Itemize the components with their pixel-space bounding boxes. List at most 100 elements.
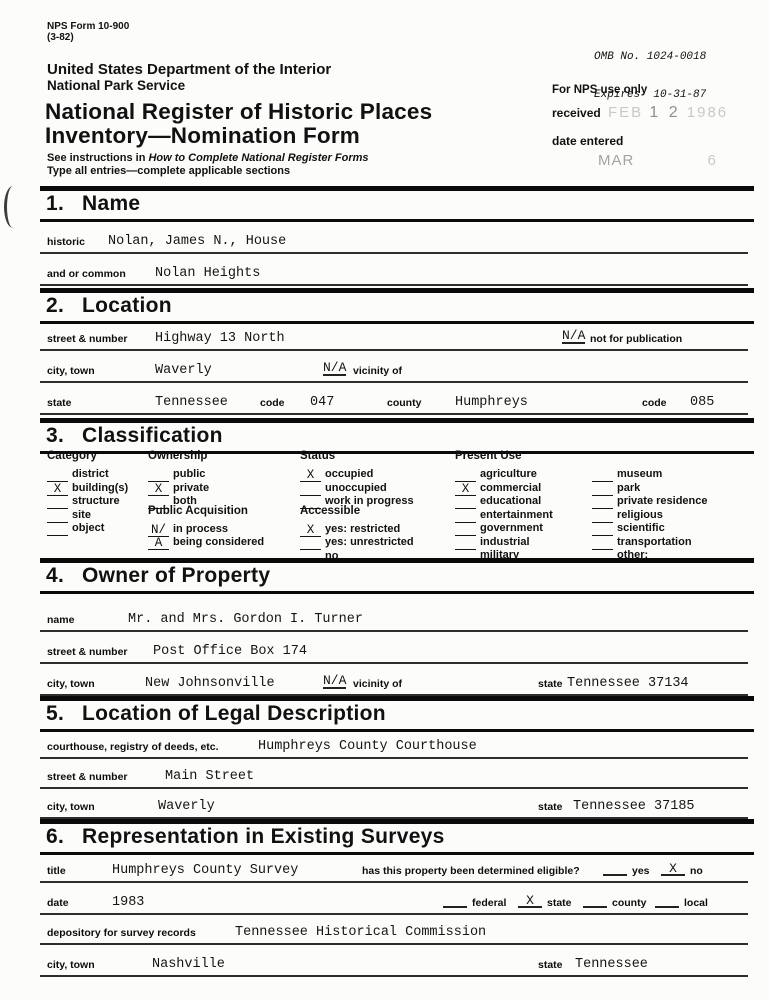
checkbox-mark: X: [306, 522, 315, 537]
checkbox-line: [455, 524, 476, 536]
checkbox-military: military: [455, 545, 553, 563]
checkbox-line: A: [148, 537, 169, 550]
form-number: NPS Form 10-900 (3-82): [47, 21, 129, 43]
na-vicinity: N/A: [323, 360, 347, 376]
section-1-title: Name: [82, 192, 141, 215]
survey-city-label: city, town: [47, 959, 95, 971]
checkbox-unoccupied: unoccupied: [300, 478, 414, 496]
eligible-question-label: has this property been determined eligib…: [362, 865, 580, 877]
checkbox-line: [47, 524, 68, 536]
received-date-stamp: FEB 1 2 1986: [608, 104, 728, 122]
survey-city-row: city, town Nashville state Tennessee: [40, 947, 748, 977]
date-entered-stamp-day: 6: [707, 152, 717, 169]
received-stamp-day: 1 2: [649, 104, 681, 121]
courthouse-value: Humphreys County Courthouse: [258, 739, 477, 754]
depository-value: Tennessee Historical Commission: [235, 925, 487, 940]
state-checkbox-label: state: [547, 897, 572, 909]
section-3-header: 3. Classification: [40, 418, 754, 454]
omb-number: OMB No. 1024-0018 Expires 10-31-87: [594, 26, 706, 126]
checkbox-line: X: [47, 482, 68, 496]
omb-line2: Expires 10-31-87: [594, 88, 707, 101]
checkbox-line: X: [455, 482, 476, 496]
department-title: United States Department of the Interior: [47, 61, 332, 78]
owner-na-vicinity: N/A: [323, 673, 347, 689]
owner-name-label: name: [47, 614, 75, 626]
county-label: county: [387, 397, 422, 409]
legal-street-value: Main Street: [165, 769, 255, 784]
checkbox-mark: N/: [150, 522, 166, 537]
no-label: no: [690, 865, 703, 877]
owner-street-row: street & number Post Office Box 174: [40, 632, 748, 664]
section-5-number: 5.: [46, 702, 65, 725]
section-2-title: Location: [82, 294, 172, 317]
checkbox-line: [455, 511, 476, 523]
county-value: Humphreys: [455, 395, 528, 410]
checkbox-line: [592, 524, 613, 536]
agency-title: National Park Service: [47, 78, 186, 93]
form-number-line1: NPS Form 10-900: [47, 21, 130, 32]
survey-title-value: Humphreys County Survey: [112, 863, 299, 878]
date-entered-label: date entered: [552, 134, 624, 148]
checkbox-line: [47, 511, 68, 523]
checkbox-line: [592, 511, 613, 523]
survey-date-value: 1983: [112, 895, 145, 910]
checkbox-entertainment: entertainment: [455, 505, 553, 523]
checkbox-agriculture: agriculture: [455, 464, 553, 482]
owner-state-value: Tennessee 37134: [567, 676, 689, 691]
section-4-number: 4.: [46, 564, 65, 587]
checkbox-district: district: [47, 464, 128, 482]
form-title-line2: Inventory—Nomination Form: [45, 122, 361, 148]
date-entered-stamp-month: MAR: [598, 152, 635, 169]
checkbox-scientific: scientific: [592, 518, 708, 536]
courthouse-label: courthouse, registry of deeds, etc.: [47, 741, 219, 753]
checkbox-line: [592, 538, 613, 550]
received-stamp-month: FEB: [608, 104, 644, 121]
city-town-value: Waverly: [155, 363, 212, 378]
checkbox-museum: museum: [592, 464, 708, 482]
checkbox-both: both: [148, 491, 264, 509]
section-1-header: 1. Name: [40, 186, 754, 222]
federal-label: federal: [472, 897, 507, 909]
owner-name-value: Mr. and Mrs. Gordon I. Turner: [128, 612, 363, 627]
section-2-number: 2.: [46, 294, 65, 317]
date-entered-stamp: MAR 6: [598, 152, 717, 169]
checkbox-line: [300, 484, 321, 496]
omb-line1: OMB No. 1024-0018: [594, 51, 707, 63]
instructions-prefix: See instructions in: [47, 152, 149, 164]
checkbox-government: government: [455, 518, 553, 536]
section-6-title: Representation in Existing Surveys: [82, 825, 445, 848]
checkbox-public: public: [148, 464, 264, 482]
legal-state-value: Tennessee 37185: [573, 799, 695, 814]
legal-city-value: Waverly: [158, 799, 215, 814]
public-acquisition-heading: Public Acquisition: [148, 504, 248, 517]
instructions-manual-title: How to Complete National Register Forms: [148, 152, 369, 164]
legal-state-label: state: [538, 801, 563, 813]
checkbox-mark: X: [154, 481, 163, 496]
checkbox-line: [592, 470, 613, 482]
owner-street-value: Post Office Box 174: [153, 644, 307, 659]
street-number-label: street & number: [47, 333, 128, 345]
historic-name-row: historic Nolan, James N., House: [40, 222, 748, 254]
survey-title-row: title Humphreys County Survey has this p…: [40, 853, 748, 883]
checkbox-line: [455, 538, 476, 550]
checkbox-work-in-progress: work in progress: [300, 491, 414, 509]
yes-label: yes: [632, 865, 650, 877]
accessible-heading: Accessible: [300, 504, 361, 517]
historic-label: historic: [47, 236, 85, 248]
federal-blank: [443, 894, 467, 908]
historic-value: Nolan, James N., House: [108, 234, 287, 249]
form-title-line1: National Register of Historic Places: [45, 99, 433, 124]
checkbox-structure: structure: [47, 491, 128, 509]
yes-blank: [603, 862, 627, 876]
checkbox-educational: educational: [455, 491, 553, 509]
legal-street-row: street & number Main Street: [40, 759, 748, 789]
checkbox-line: [148, 497, 169, 509]
county-blank: [583, 894, 607, 908]
code2-value: 085: [690, 395, 715, 410]
code-value: 047: [310, 395, 335, 410]
checkbox-line: [592, 484, 613, 496]
instructions-line1: See instructions in How to Complete Nati…: [47, 152, 369, 164]
checkbox-line: [148, 470, 169, 482]
